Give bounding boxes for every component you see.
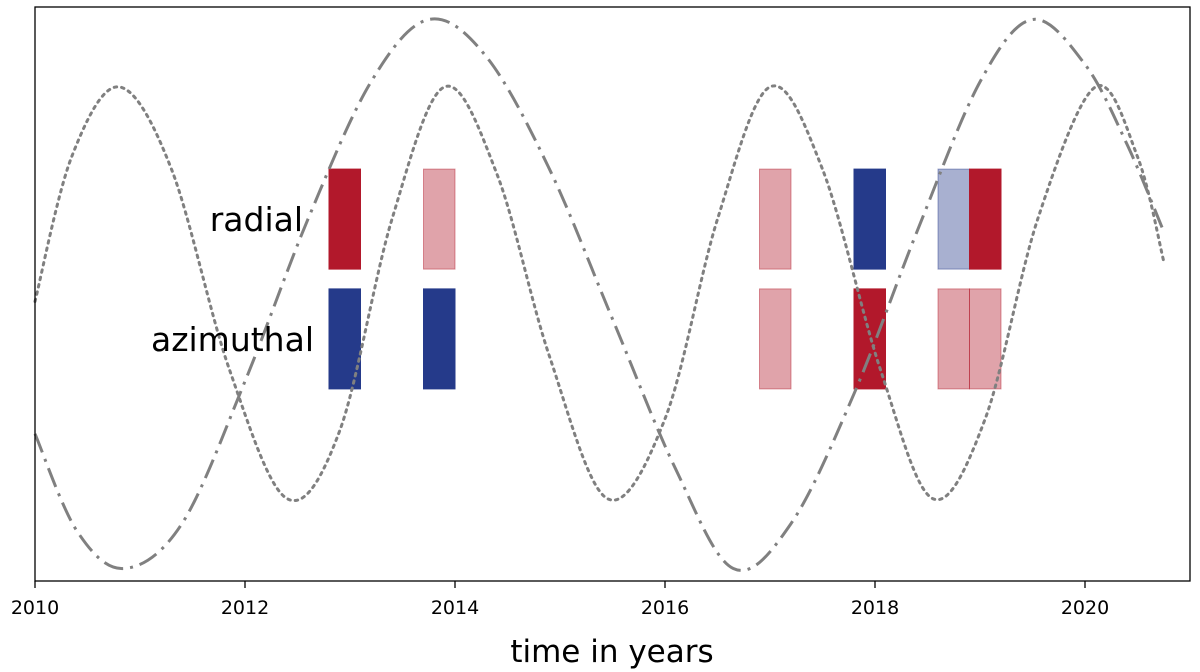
x-tick-label-3: 2016 [641, 597, 689, 619]
plot-frame [34, 6, 1191, 582]
x-tick-label-0: 2010 [11, 597, 59, 619]
bar-radial-3 [853, 168, 886, 270]
bar-radial-5 [969, 168, 1002, 270]
x-axis-title: time in years [510, 634, 713, 670]
bar-radial-2 [759, 168, 792, 270]
bar-azimuthal-1 [423, 288, 456, 390]
x-tick-label-5: 2020 [1061, 597, 1109, 619]
row-label-azimuthal: azimuthal [151, 320, 314, 359]
bar-radial-4 [937, 168, 970, 270]
x-tick-label-4: 2018 [851, 597, 899, 619]
series-line-1 [33, 84, 1166, 502]
bar-azimuthal-2 [759, 288, 792, 390]
bar-radial-0 [328, 168, 361, 270]
x-tick-label-1: 2012 [221, 597, 269, 619]
row-label-radial: radial [210, 200, 303, 239]
series-line-0 [33, 17, 1166, 572]
x-tick-label-2: 2014 [431, 597, 479, 619]
bar-radial-1 [423, 168, 456, 270]
bar-azimuthal-5 [969, 288, 1002, 390]
bar-azimuthal-4 [937, 288, 970, 390]
